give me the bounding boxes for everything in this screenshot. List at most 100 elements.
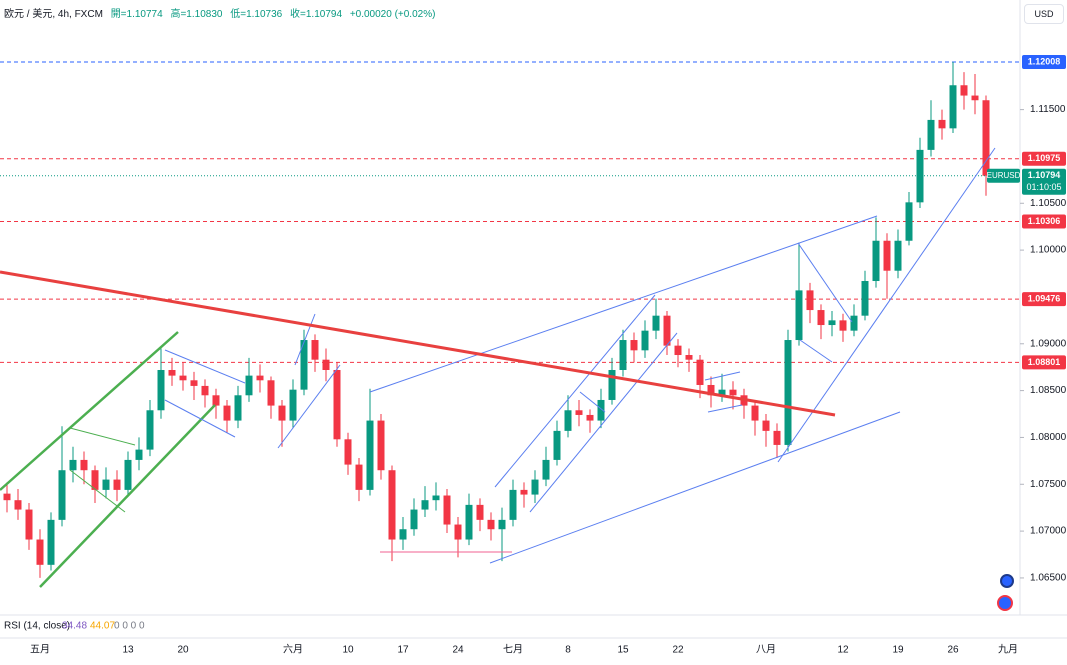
header: 欧元 / 美元, 4h, FXCM 開=1.10774 高=1.10830 低=… — [4, 5, 440, 20]
candle-body — [388, 470, 396, 540]
candle-body — [619, 340, 627, 370]
candle-body — [938, 119, 946, 129]
high: 高=1.10830 — [170, 9, 223, 20]
candle-body — [278, 405, 286, 421]
candle-body — [663, 315, 671, 346]
candle-body — [322, 359, 330, 370]
candle-body — [223, 405, 231, 421]
candle-body — [69, 459, 77, 471]
candle-body — [828, 320, 836, 326]
candle-body — [146, 410, 154, 450]
candle-body — [3, 493, 11, 501]
y-tick-label: 1.09000 — [1030, 338, 1067, 349]
candle-body — [245, 375, 253, 396]
trend-line — [294, 313, 316, 366]
trend-line — [0, 331, 179, 491]
candle-body — [927, 119, 935, 150]
candle-body — [795, 290, 803, 341]
y-tick-label: 1.10000 — [1030, 245, 1067, 256]
candle-body — [256, 375, 264, 381]
candle-body — [674, 345, 682, 356]
candle-body — [25, 509, 33, 540]
countdown: 01:10:05 — [1026, 182, 1061, 192]
candle-body — [476, 504, 484, 520]
y-tick-label: 1.06500 — [1030, 573, 1067, 584]
candle-body — [564, 410, 572, 431]
alert-icon[interactable] — [997, 595, 1013, 611]
candle-body — [542, 459, 550, 480]
drawings — [0, 147, 996, 588]
candle-body — [366, 420, 374, 490]
candle-body — [894, 240, 902, 271]
candle-body — [905, 202, 913, 241]
candle-body — [344, 439, 352, 465]
low: 低=1.10736 — [230, 9, 283, 20]
last-price-box — [1022, 168, 1066, 195]
candle-body — [355, 464, 363, 490]
candle-body — [91, 470, 99, 490]
candle-body — [498, 519, 506, 530]
last-price-label: 1.10794 — [1028, 170, 1061, 180]
candle-body — [47, 519, 55, 565]
alert-icon[interactable] — [1000, 574, 1014, 588]
x-tick-label: 20 — [177, 645, 189, 656]
trend-line — [777, 147, 996, 463]
candle-body — [575, 410, 583, 415]
x-tick-label: 15 — [617, 645, 629, 656]
x-tick-label: 九月 — [998, 644, 1018, 656]
x-tick-label: 12 — [837, 645, 849, 656]
rsi-label: RSI (14, close) — [4, 621, 70, 632]
candle-body — [553, 430, 561, 460]
candle-body — [960, 85, 968, 96]
level-label: 1.10306 — [1028, 216, 1061, 226]
candle-body — [586, 414, 594, 421]
candle-body — [773, 430, 781, 445]
trend-line — [164, 349, 246, 384]
rsi-ma-value: 44.07 — [90, 621, 115, 632]
candle-body — [630, 340, 638, 351]
candle-body — [212, 395, 220, 406]
candle-body — [487, 519, 495, 530]
y-tick-label: 1.10500 — [1030, 198, 1067, 209]
candle-body — [377, 420, 385, 471]
candle-body — [234, 395, 242, 421]
y-tick-label: 1.07500 — [1030, 479, 1067, 490]
trend-line — [797, 242, 853, 323]
candle-body — [333, 369, 341, 440]
candle-body — [168, 369, 176, 376]
candle-body — [179, 375, 187, 381]
candle-body — [971, 95, 979, 101]
candle-body — [124, 459, 132, 490]
candle-body — [696, 359, 704, 385]
symbol-label: EURUSD — [987, 171, 1021, 180]
candle-body — [883, 240, 891, 271]
level-label-box — [1022, 355, 1066, 370]
candle-body — [784, 340, 792, 445]
trend-line — [164, 399, 236, 438]
candle-body — [652, 315, 660, 331]
candle-body — [36, 539, 44, 565]
candle-body — [58, 470, 66, 520]
x-tick-label: 17 — [397, 645, 409, 656]
candle-body — [443, 495, 451, 525]
level-label-box — [1022, 151, 1066, 166]
candle-body — [454, 524, 462, 540]
candle-body — [201, 385, 209, 396]
currency-button[interactable]: USD — [1024, 4, 1064, 24]
candle-body — [597, 399, 605, 421]
candle-body — [608, 369, 616, 400]
candle-body — [300, 340, 308, 390]
x-tick-label: 10 — [342, 645, 354, 656]
trend-line — [69, 427, 136, 446]
trend-line — [69, 469, 126, 513]
level-label: 1.09476 — [1028, 294, 1061, 304]
candle-body — [432, 495, 440, 501]
symbol-box — [987, 168, 1020, 183]
rsi-value: 34.48 — [62, 621, 87, 632]
level-label: 1.12008 — [1028, 56, 1061, 66]
trend-line — [277, 364, 341, 449]
open: 開=1.10774 — [110, 9, 163, 20]
